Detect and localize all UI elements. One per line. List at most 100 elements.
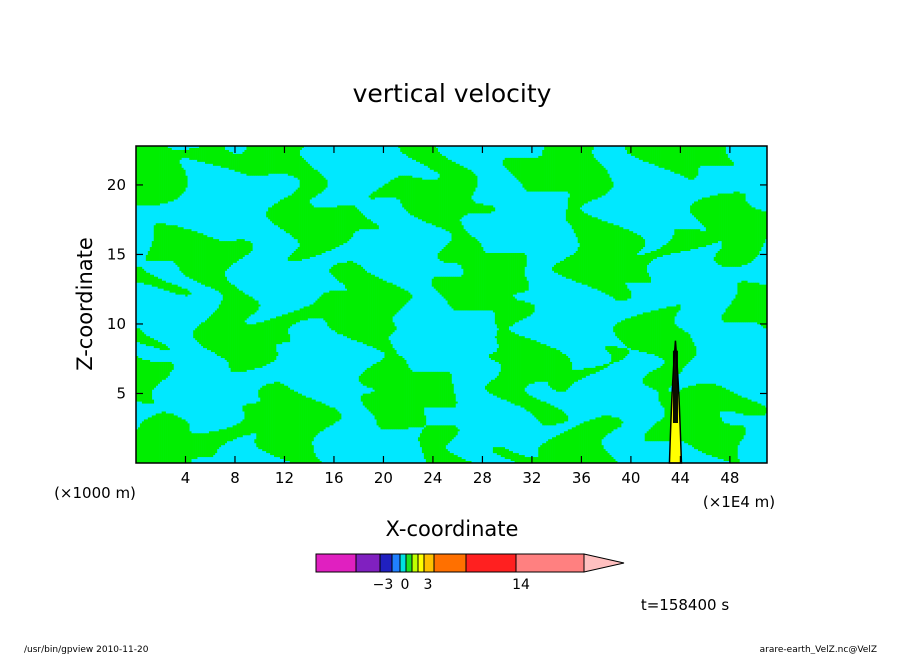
positive-region (372, 191, 375, 200)
positive-region (540, 155, 543, 192)
positive-region (139, 330, 143, 345)
positive-region (725, 153, 728, 166)
positive-region (323, 177, 326, 190)
positive-region (467, 233, 470, 311)
positive-region (203, 146, 206, 162)
positive-region (400, 288, 403, 309)
positive-region (313, 169, 316, 198)
positive-region (502, 159, 506, 166)
positive-region (441, 276, 444, 297)
positive-region (577, 369, 580, 380)
positive-region (425, 179, 429, 224)
positive-region (313, 453, 316, 463)
positive-region (640, 254, 644, 283)
positive-region (252, 146, 255, 176)
positive-region (289, 312, 293, 327)
positive-region (270, 207, 273, 222)
positive-region (337, 411, 340, 422)
positive-region (285, 197, 289, 234)
positive-region (346, 260, 350, 339)
positive-region (169, 361, 172, 372)
positive-region (453, 161, 456, 263)
positive-region (339, 262, 342, 283)
positive-region (301, 308, 304, 321)
positive-region (526, 338, 529, 386)
positive-region (427, 425, 431, 463)
positive-region (222, 146, 226, 168)
positive-region (492, 352, 496, 360)
positive-region (554, 407, 557, 426)
positive-region (137, 357, 141, 402)
positive-region (634, 316, 638, 351)
positive-region (250, 243, 253, 251)
positive-region (201, 146, 204, 162)
positive-region (597, 365, 600, 372)
positive-region (149, 146, 153, 206)
positive-region (266, 211, 269, 218)
positive-region (287, 312, 291, 329)
positive-region (250, 403, 253, 434)
positive-region (356, 264, 360, 343)
positive-region (352, 262, 356, 341)
positive-region (311, 304, 314, 319)
positive-region (366, 367, 369, 388)
positive-region (205, 146, 208, 164)
positive-region (605, 221, 608, 295)
positive-region (697, 383, 701, 452)
positive-region (323, 207, 326, 253)
positive-region (674, 229, 677, 253)
positive-region (749, 282, 752, 323)
positive-region (157, 361, 160, 384)
positive-region (546, 346, 549, 382)
positive-region (406, 363, 409, 430)
positive-region (646, 373, 649, 386)
positive-region (556, 350, 559, 392)
positive-region (412, 146, 415, 160)
positive-region (492, 379, 496, 396)
positive-region (212, 431, 216, 456)
positive-region (453, 425, 456, 438)
positive-region (299, 146, 302, 150)
positive-region (662, 245, 665, 255)
positive-region (431, 179, 435, 226)
positive-region (522, 336, 525, 408)
positive-region (376, 276, 379, 351)
positive-region (256, 146, 259, 176)
positive-region (688, 334, 691, 362)
positive-region (429, 179, 433, 224)
positive-region (465, 231, 468, 311)
positive-region (485, 205, 488, 214)
positive-region (238, 239, 241, 259)
positive-region (272, 205, 275, 224)
positive-region (396, 286, 399, 313)
positive-region (705, 146, 709, 166)
positive-region (276, 146, 279, 174)
positive-region (136, 429, 139, 463)
positive-region (287, 146, 291, 176)
positive-region (632, 233, 636, 283)
positive-region (311, 167, 314, 198)
positive-region (662, 363, 665, 408)
positive-region (435, 179, 438, 228)
positive-region (309, 304, 312, 319)
positive-region (650, 251, 653, 261)
positive-region (510, 332, 513, 404)
positive-region (350, 205, 354, 238)
positive-region (325, 179, 328, 188)
positive-region (242, 292, 245, 372)
positive-region (617, 322, 620, 339)
positive-region (561, 411, 565, 424)
positive-region (167, 282, 170, 291)
positive-region (717, 385, 720, 460)
positive-region (607, 363, 610, 366)
positive-region (431, 425, 435, 463)
positive-region (394, 177, 397, 198)
positive-region (236, 288, 239, 372)
positive-region (656, 310, 659, 357)
positive-region (197, 433, 200, 458)
positive-region (149, 417, 153, 463)
positive-region (465, 461, 468, 463)
positive-region (380, 359, 383, 430)
positive-region (242, 151, 245, 174)
positive-region (341, 290, 344, 335)
